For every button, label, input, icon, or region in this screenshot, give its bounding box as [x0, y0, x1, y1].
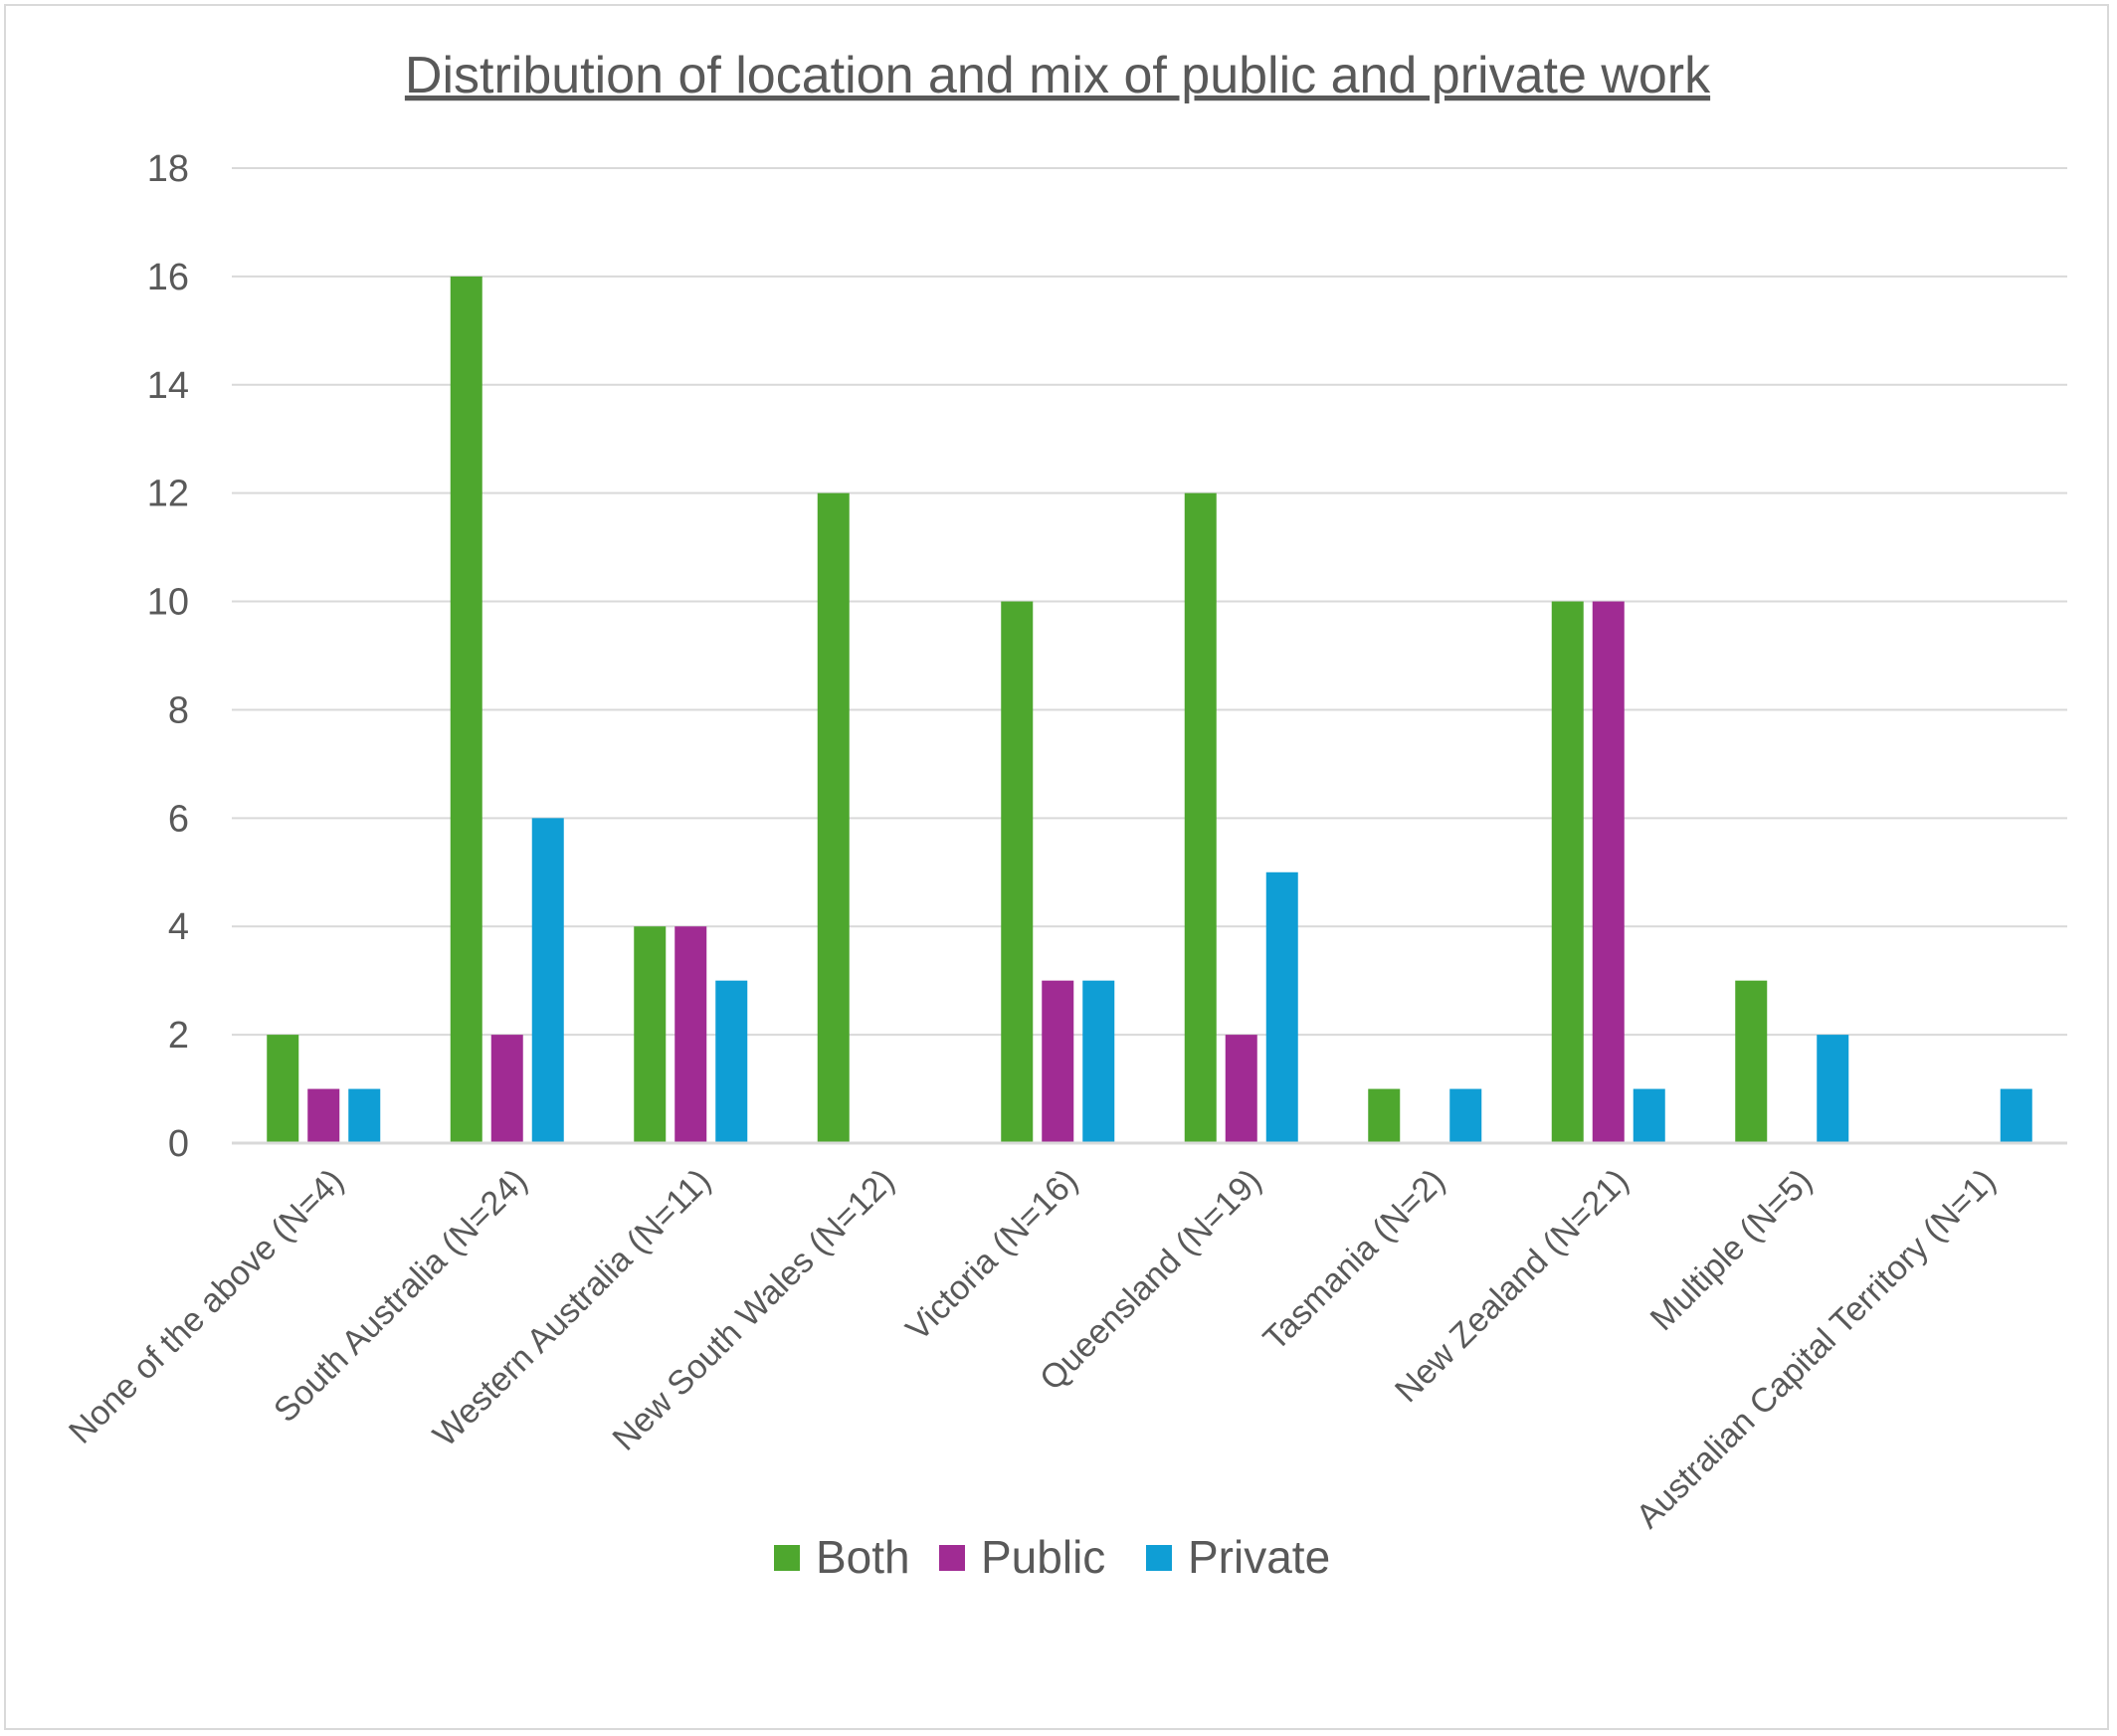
- x-category-label: Australian Capital Territory (N=1): [1630, 1162, 2004, 1536]
- y-tick-label: 6: [168, 798, 189, 840]
- bar-private: [2000, 1088, 2032, 1143]
- bar-private: [531, 818, 564, 1143]
- chart-frame: [4, 4, 2109, 1730]
- legend-swatch-public: [939, 1545, 965, 1571]
- chart-title: Distribution of location and mix of publ…: [405, 47, 1711, 104]
- legend-label-private: Private: [1188, 1531, 1330, 1583]
- bar-public: [1225, 1035, 1257, 1143]
- bar-private: [1082, 980, 1115, 1143]
- bar-both: [817, 492, 850, 1144]
- bar-public: [1042, 980, 1074, 1143]
- x-axis-category-labels: None of the above (N=4)South Australia (…: [62, 1162, 2003, 1536]
- y-tick-label: 16: [147, 257, 189, 298]
- y-tick-label: 12: [147, 474, 189, 515]
- bar-private: [1633, 1088, 1665, 1143]
- bar-both: [1735, 980, 1768, 1143]
- legend-label-both: Both: [816, 1531, 910, 1583]
- x-category-label: Tasmania (N=2): [1256, 1162, 1452, 1358]
- bar-public: [1592, 601, 1625, 1143]
- y-tick-label: 18: [147, 148, 189, 190]
- gridlines: [232, 167, 2067, 1037]
- bar-both: [1184, 492, 1217, 1144]
- bar-public: [674, 926, 707, 1143]
- bar-both: [450, 276, 482, 1143]
- bar-public: [307, 1088, 340, 1143]
- bar-both: [267, 1035, 299, 1143]
- bar-both: [1368, 1088, 1401, 1143]
- y-tick-label: 10: [147, 582, 189, 624]
- y-tick-label: 4: [168, 906, 189, 948]
- bar-both: [1001, 601, 1034, 1143]
- x-category-label: Victoria (N=16): [898, 1162, 1084, 1348]
- x-category-label: Multiple (N=5): [1643, 1162, 1820, 1338]
- legend-swatch-both: [774, 1545, 800, 1571]
- y-tick-label: 14: [147, 365, 189, 407]
- bar-public: [490, 1035, 523, 1143]
- legend-swatch-private: [1146, 1545, 1172, 1571]
- bars: [267, 276, 2032, 1144]
- legend: Both Public Private: [774, 1531, 1330, 1583]
- legend-label-public: Public: [981, 1531, 1105, 1583]
- y-tick-label: 2: [168, 1015, 189, 1057]
- bar-private: [1265, 871, 1298, 1143]
- y-tick-label: 0: [168, 1123, 189, 1165]
- y-tick-label: 8: [168, 689, 189, 731]
- bar-private: [348, 1088, 381, 1143]
- y-axis-ticks: 0 2 4 6 8 10 12 14 16 18: [147, 148, 189, 1165]
- bar-private: [1449, 1088, 1482, 1143]
- bar-both: [1551, 601, 1584, 1143]
- bar-private: [1817, 1035, 1849, 1143]
- bar-private: [715, 980, 748, 1143]
- bar-both: [634, 926, 667, 1143]
